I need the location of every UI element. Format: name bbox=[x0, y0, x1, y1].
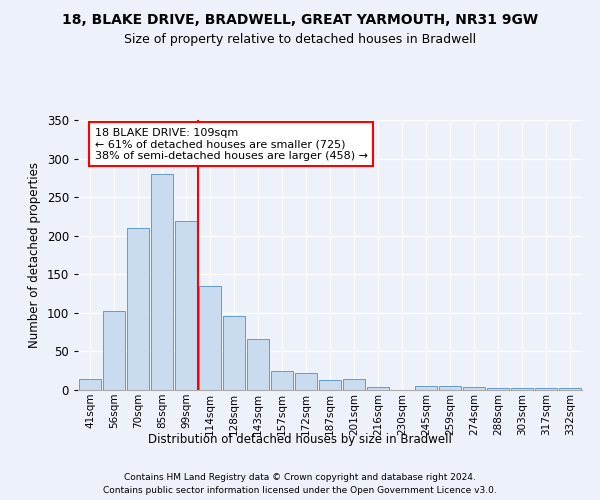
Text: 18, BLAKE DRIVE, BRADWELL, GREAT YARMOUTH, NR31 9GW: 18, BLAKE DRIVE, BRADWELL, GREAT YARMOUT… bbox=[62, 12, 538, 26]
Text: 18 BLAKE DRIVE: 109sqm
← 61% of detached houses are smaller (725)
38% of semi-de: 18 BLAKE DRIVE: 109sqm ← 61% of detached… bbox=[95, 128, 368, 161]
Text: Size of property relative to detached houses in Bradwell: Size of property relative to detached ho… bbox=[124, 32, 476, 46]
Bar bbox=[127, 228, 149, 390]
Bar bbox=[151, 174, 173, 390]
Text: Contains HM Land Registry data © Crown copyright and database right 2024.: Contains HM Land Registry data © Crown c… bbox=[124, 472, 476, 482]
Y-axis label: Number of detached properties: Number of detached properties bbox=[28, 162, 41, 348]
Bar bbox=[247, 339, 269, 390]
Bar bbox=[295, 373, 317, 390]
Bar bbox=[535, 388, 557, 390]
Bar bbox=[223, 316, 245, 390]
Bar bbox=[367, 387, 389, 390]
Bar bbox=[271, 370, 293, 390]
Bar bbox=[415, 386, 437, 390]
Bar bbox=[511, 388, 533, 390]
Bar bbox=[175, 221, 197, 390]
Bar bbox=[199, 286, 221, 390]
Bar bbox=[439, 386, 461, 390]
Bar bbox=[559, 388, 581, 390]
Bar bbox=[463, 387, 485, 390]
Text: Contains public sector information licensed under the Open Government Licence v3: Contains public sector information licen… bbox=[103, 486, 497, 495]
Text: Distribution of detached houses by size in Bradwell: Distribution of detached houses by size … bbox=[148, 432, 452, 446]
Bar bbox=[319, 380, 341, 390]
Bar bbox=[487, 388, 509, 390]
Bar bbox=[343, 379, 365, 390]
Bar bbox=[103, 312, 125, 390]
Bar bbox=[79, 379, 101, 390]
